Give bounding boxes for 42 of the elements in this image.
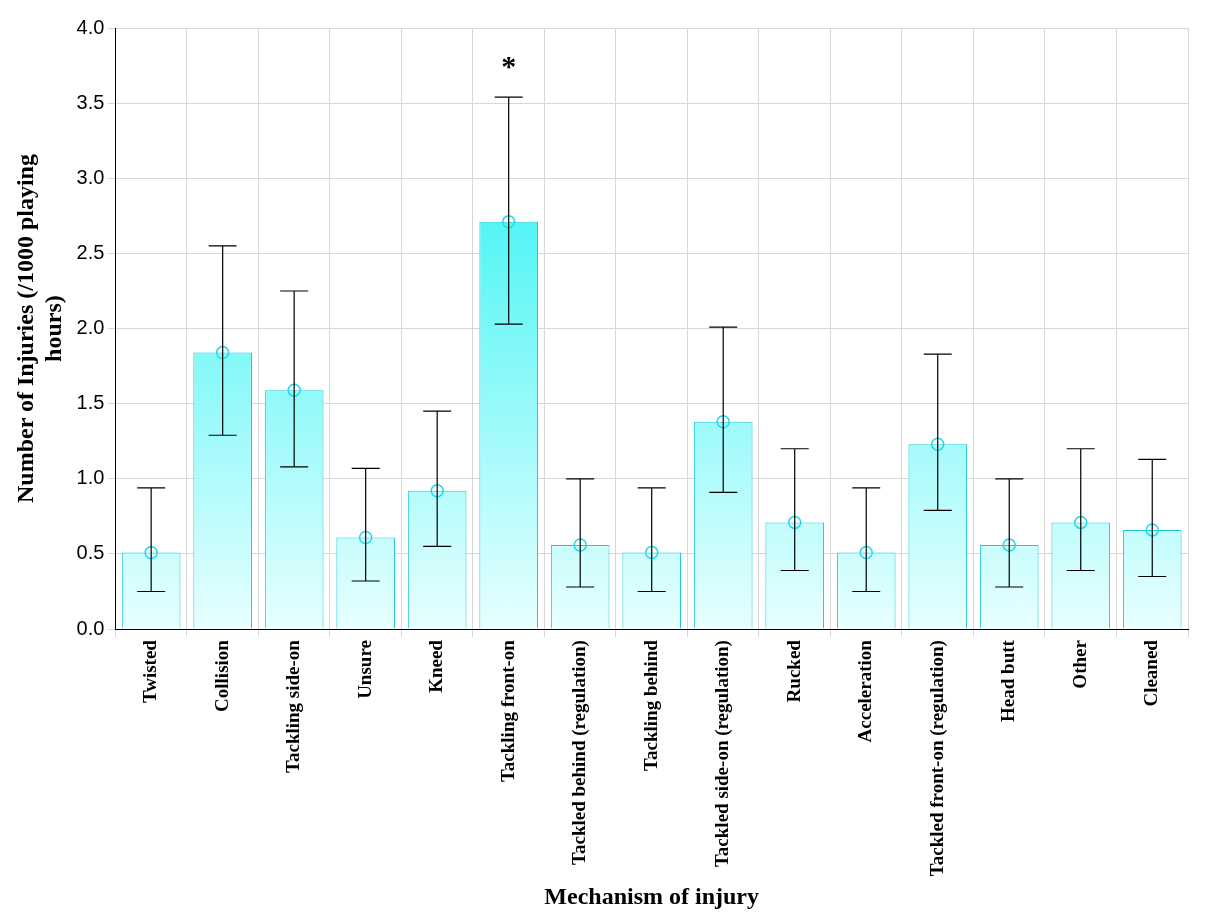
x-tick-label: Head butt [997, 639, 1019, 722]
point [716, 414, 730, 429]
point [859, 545, 873, 560]
x-tick-label: Tackled behind (regulation) [568, 640, 591, 865]
x-tick-label: Tackled side-on (regulation) [711, 640, 734, 868]
point [501, 215, 516, 229]
y-tick-label: 3.5 [76, 90, 105, 113]
x-tick-label: Tackling behind [639, 639, 661, 771]
point [215, 345, 230, 360]
annotation: * [501, 48, 517, 82]
point [1073, 515, 1088, 530]
point [430, 484, 444, 498]
x-tick-label: Tackled front-on (regulation) [925, 640, 948, 877]
y-tick-label: 3.0 [76, 165, 105, 188]
x-tick-label: Other [1068, 639, 1090, 689]
point [787, 515, 802, 530]
point [930, 437, 945, 452]
point [1145, 523, 1159, 537]
x-axis-title: Mechanism of injury [544, 882, 760, 909]
x-tick-label: Tackling front-on [496, 639, 518, 783]
y-tick-label: 0.0 [76, 616, 105, 639]
y-tick-label: 2.5 [76, 240, 105, 263]
y-tick-label: 2.0 [76, 316, 105, 339]
point [287, 383, 301, 397]
y-tick-label: 0.5 [76, 541, 105, 564]
point [644, 545, 659, 560]
x-tick-label: Kneed [425, 639, 447, 693]
x-tick-label: Cleaned [1140, 639, 1162, 707]
point [1002, 538, 1016, 552]
y-axis-title: Number of Injuries (/1000 playing hours) [11, 154, 67, 504]
x-tick-label: Twisted [139, 639, 161, 704]
x-tick-label: Rucked [782, 639, 804, 703]
point [144, 545, 158, 560]
x-tick-label: Collision [210, 639, 232, 712]
y-tick-label: 1.5 [76, 391, 105, 414]
y-tick-label: 1.0 [76, 466, 105, 489]
x-tick-label: Acceleration [854, 639, 876, 743]
x-tick-label: Unsure [353, 640, 375, 699]
point [358, 530, 373, 545]
x-tick-label: Tackling side-on [282, 639, 304, 773]
point [573, 538, 587, 552]
y-tick-label: 4.0 [76, 15, 105, 38]
